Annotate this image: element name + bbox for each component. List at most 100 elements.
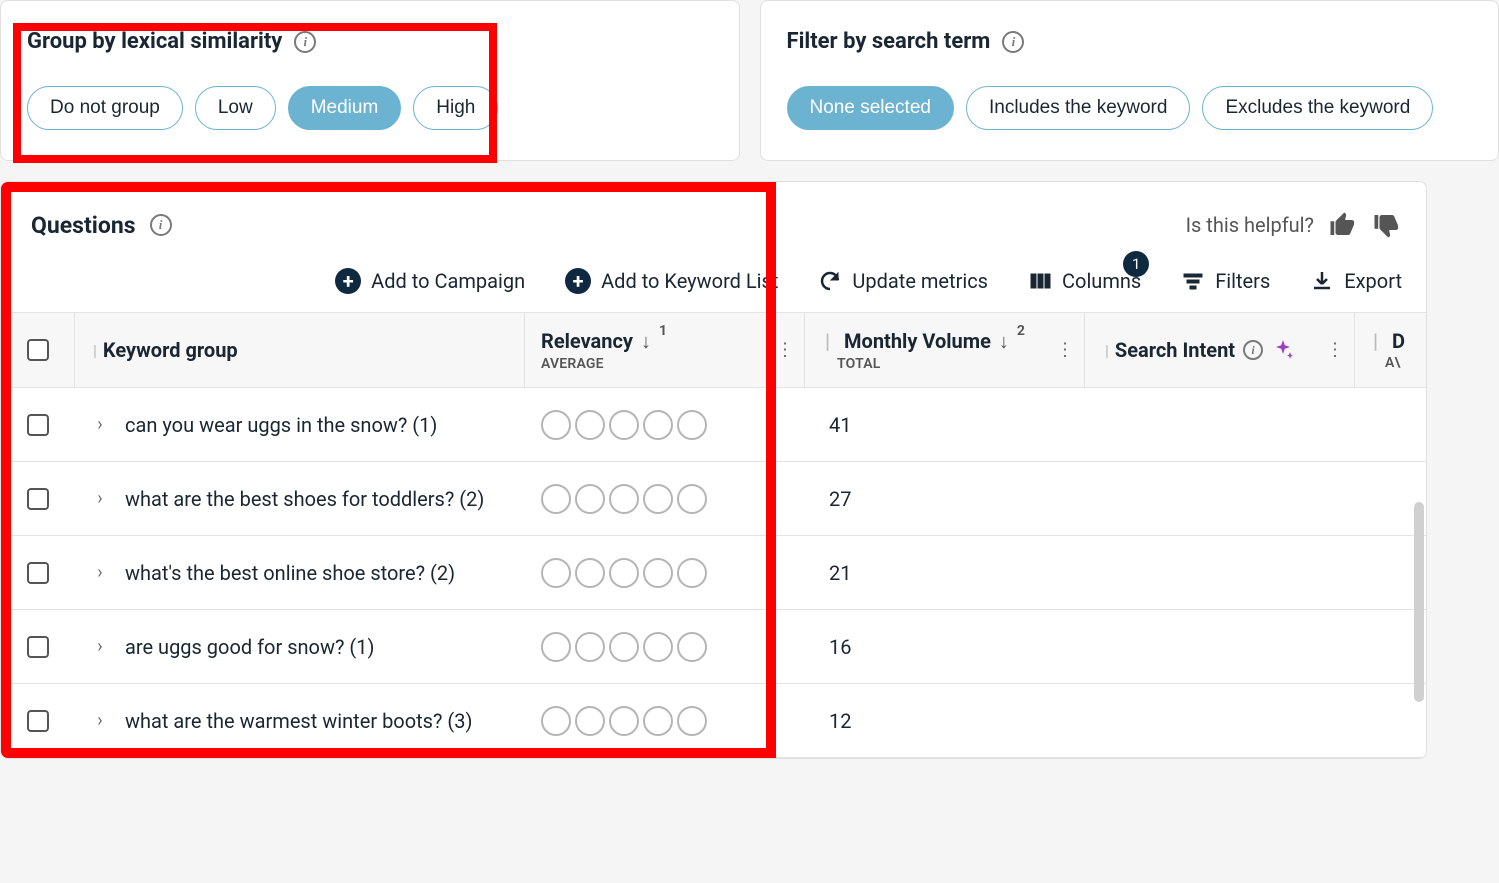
row-checkbox-cell [1, 562, 75, 584]
columns-badge: 1 [1123, 251, 1149, 277]
separator: | [825, 329, 830, 353]
relevancy-dot[interactable] [541, 706, 571, 736]
header-search-intent[interactable]: | Search Intent i ⋮ [1085, 313, 1355, 387]
column-menu-icon[interactable]: ⋮ [1326, 340, 1344, 361]
thumbs-up-icon[interactable] [1328, 210, 1358, 240]
row-expand-cell: › [75, 414, 125, 435]
export-button[interactable]: Export [1310, 269, 1402, 293]
helpful-row: Is this helpful? [1186, 210, 1402, 240]
chevron-right-icon[interactable]: › [97, 488, 102, 509]
group-option-low[interactable]: Low [195, 86, 276, 130]
relevancy-dot[interactable] [575, 558, 605, 588]
group-option-do-not-group[interactable]: Do not group [27, 86, 183, 130]
row-checkbox[interactable] [27, 636, 49, 658]
column-menu-icon[interactable]: ⋮ [776, 340, 794, 361]
header-keyword-group[interactable]: | Keyword group [75, 313, 525, 387]
row-keyword-text: what's the best online shoe store? (2) [125, 561, 525, 585]
chevron-right-icon[interactable]: › [97, 636, 102, 657]
scrollbar[interactable] [1414, 502, 1424, 702]
relevancy-dot[interactable] [677, 410, 707, 440]
filter-option-excludes[interactable]: Excludes the keyword [1202, 86, 1433, 130]
column-menu-icon[interactable]: ⋮ [1056, 340, 1074, 361]
group-option-medium[interactable]: Medium [288, 86, 402, 130]
relevancy-dot[interactable] [643, 632, 673, 662]
relevancy-dot[interactable] [575, 484, 605, 514]
header-d[interactable]: | D A\ [1355, 313, 1426, 387]
relevancy-dot[interactable] [643, 410, 673, 440]
relevancy-dot[interactable] [541, 632, 571, 662]
relevancy-dot[interactable] [609, 484, 639, 514]
relevancy-dot[interactable] [575, 632, 605, 662]
info-icon[interactable]: i [1002, 31, 1024, 53]
row-keyword-text: can you wear uggs in the snow? (1) [125, 413, 525, 437]
questions-toolbar: + Add to Campaign + Add to Keyword List … [1, 250, 1426, 312]
download-icon [1310, 269, 1334, 293]
relevancy-dot[interactable] [609, 632, 639, 662]
info-icon[interactable]: i [294, 31, 316, 53]
relevancy-dot[interactable] [677, 706, 707, 736]
row-checkbox[interactable] [27, 414, 49, 436]
row-checkbox[interactable] [27, 562, 49, 584]
table-header-row: | Keyword group Relevancy ↓ 1 AVERAGE ⋮ … [1, 312, 1426, 388]
row-monthly-volume: 12 [805, 709, 1085, 733]
questions-table: | Keyword group Relevancy ↓ 1 AVERAGE ⋮ … [1, 312, 1426, 758]
add-to-campaign-button[interactable]: + Add to Campaign [335, 268, 525, 294]
sparkle-icon [1271, 338, 1295, 362]
thumbs-down-icon[interactable] [1372, 210, 1402, 240]
filters-button[interactable]: Filters [1181, 269, 1270, 293]
relevancy-dot[interactable] [677, 558, 707, 588]
row-checkbox[interactable] [27, 710, 49, 732]
chevron-right-icon[interactable]: › [97, 562, 102, 583]
relevancy-dot[interactable] [575, 410, 605, 440]
chevron-right-icon[interactable]: › [97, 414, 102, 435]
header-checkbox-cell [1, 313, 75, 387]
relevancy-rank: 1 [659, 323, 667, 339]
header-monthly-volume[interactable]: | Monthly Volume ↓ 2 TOTAL ⋮ [805, 313, 1085, 387]
relevancy-label: Relevancy [541, 329, 633, 353]
relevancy-dot[interactable] [575, 706, 605, 736]
table-row: › are uggs good for snow? (1) 16 [1, 610, 1426, 684]
header-relevancy[interactable]: Relevancy ↓ 1 AVERAGE ⋮ [525, 313, 805, 387]
relevancy-dot[interactable] [677, 484, 707, 514]
d-sub: A\ [1385, 355, 1426, 371]
row-monthly-volume: 21 [805, 561, 1085, 585]
relevancy-dot[interactable] [541, 558, 571, 588]
update-metrics-button[interactable]: Update metrics [818, 269, 988, 293]
row-checkbox[interactable] [27, 488, 49, 510]
monthly-volume-label: Monthly Volume [844, 329, 991, 353]
columns-button[interactable]: Columns 1 [1028, 269, 1141, 293]
filter-option-includes[interactable]: Includes the keyword [966, 86, 1191, 130]
plus-icon: + [335, 268, 361, 294]
relevancy-dot[interactable] [643, 484, 673, 514]
relevancy-dot[interactable] [609, 706, 639, 736]
relevancy-dot[interactable] [643, 558, 673, 588]
columns-icon [1028, 269, 1052, 293]
info-icon[interactable]: i [150, 214, 172, 236]
group-by-title-row: Group by lexical similarity i [27, 29, 713, 54]
chevron-right-icon[interactable]: › [97, 710, 102, 731]
questions-panel: Questions i Is this helpful? + Add to Ca… [0, 181, 1427, 759]
relevancy-dot[interactable] [541, 484, 571, 514]
row-keyword-text: what are the best shoes for toddlers? (2… [125, 487, 525, 511]
row-relevancy [525, 558, 805, 588]
row-keyword-text: are uggs good for snow? (1) [125, 635, 525, 659]
filter-option-none[interactable]: None selected [787, 86, 954, 130]
keyword-group-label: Keyword group [103, 338, 238, 362]
row-monthly-volume: 41 [805, 413, 1085, 437]
relevancy-dot[interactable] [609, 558, 639, 588]
group-by-card: Group by lexical similarity i Do not gro… [0, 0, 740, 161]
relevancy-dot[interactable] [643, 706, 673, 736]
relevancy-dot[interactable] [541, 410, 571, 440]
select-all-checkbox[interactable] [27, 339, 49, 361]
relevancy-dot[interactable] [677, 632, 707, 662]
row-relevancy [525, 632, 805, 662]
filter-by-options: None selected Includes the keyword Exclu… [787, 86, 1473, 130]
filters-label: Filters [1215, 269, 1270, 293]
row-checkbox-cell [1, 414, 75, 436]
table-row: › what are the best shoes for toddlers? … [1, 462, 1426, 536]
relevancy-dot[interactable] [609, 410, 639, 440]
add-to-keyword-list-button[interactable]: + Add to Keyword List [565, 268, 778, 294]
filter-by-title-row: Filter by search term i [787, 29, 1473, 54]
group-option-high[interactable]: High [413, 86, 498, 130]
info-icon[interactable]: i [1243, 340, 1263, 360]
